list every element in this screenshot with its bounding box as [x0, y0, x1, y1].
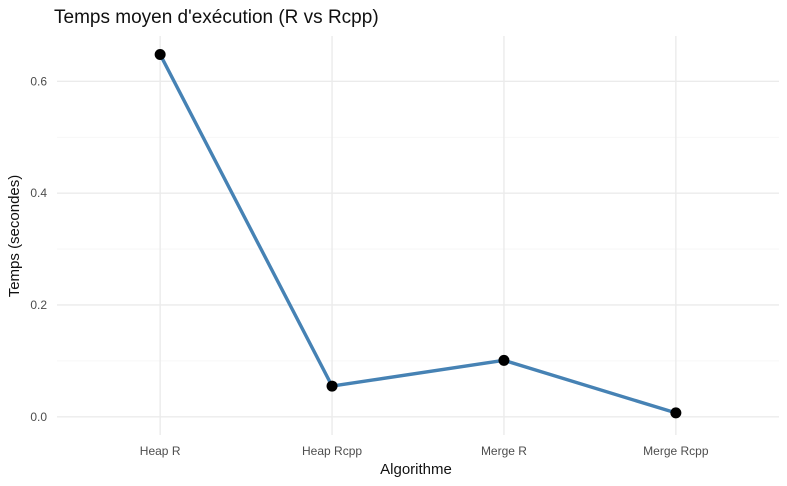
y-tick-label: 0.0: [30, 410, 47, 424]
y-tick-label: 0.2: [30, 298, 47, 312]
data-point: [326, 380, 338, 392]
data-point: [498, 354, 510, 366]
x-tick-label: Merge R: [481, 444, 527, 458]
y-axis-title: Temps (secondes): [6, 175, 23, 298]
x-axis-ticks: Heap R Heap Rcpp Merge R Merge Rcpp: [140, 444, 709, 458]
data-point: [154, 48, 166, 60]
x-axis-title: Algorithme: [380, 461, 452, 478]
x-tick-label: Merge Rcpp: [643, 444, 709, 458]
chart-title: Temps moyen d'exécution (R vs Rcpp): [54, 7, 379, 28]
y-axis-ticks: 0.0 0.2 0.4 0.6: [30, 74, 47, 424]
series-layer: [154, 48, 682, 419]
grid-lines: [57, 36, 779, 435]
series-line: [158, 52, 678, 415]
x-tick-label: Heap Rcpp: [302, 444, 362, 458]
data-point: [670, 407, 682, 419]
y-tick-label: 0.4: [30, 186, 47, 200]
x-tick-label: Heap R: [140, 444, 181, 458]
y-tick-label: 0.6: [30, 74, 47, 88]
